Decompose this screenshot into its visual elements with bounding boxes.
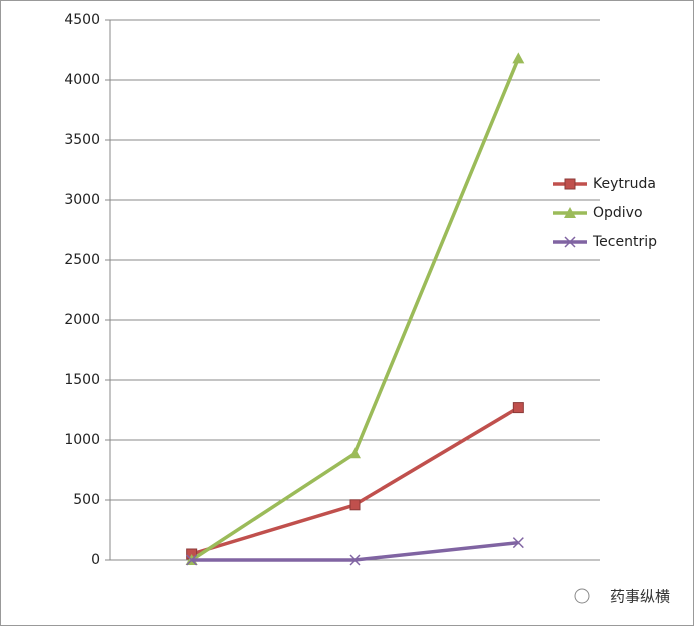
y-tick-label: 0: [91, 552, 100, 568]
y-tick-label: 3000: [64, 192, 100, 208]
y-tick-label: 2500: [64, 252, 100, 268]
legend-label: Tecentrip: [592, 234, 657, 250]
legend-marker: [564, 178, 576, 190]
marker: [512, 537, 524, 549]
marker: [512, 402, 524, 414]
y-tick-label: 500: [73, 492, 100, 508]
y-tick-label: 1500: [64, 372, 100, 388]
marker: [349, 554, 361, 566]
marker: [349, 447, 361, 459]
y-tick-label: 4000: [64, 72, 100, 88]
legend-label: Keytruda: [593, 176, 656, 192]
y-tick-label: 3500: [64, 132, 100, 148]
watermark: 药事纵横: [610, 588, 670, 606]
y-tick-label: 1000: [64, 432, 100, 448]
y-tick-label: 2000: [64, 312, 100, 328]
marker: [512, 52, 525, 64]
legend-label: Opdivo: [593, 205, 643, 221]
marker: [186, 554, 198, 566]
legend-marker: [564, 236, 576, 248]
legend-marker: [564, 207, 576, 218]
marker: [349, 499, 361, 511]
watermark-icon: [574, 588, 590, 604]
y-tick-label: 4500: [64, 12, 100, 28]
